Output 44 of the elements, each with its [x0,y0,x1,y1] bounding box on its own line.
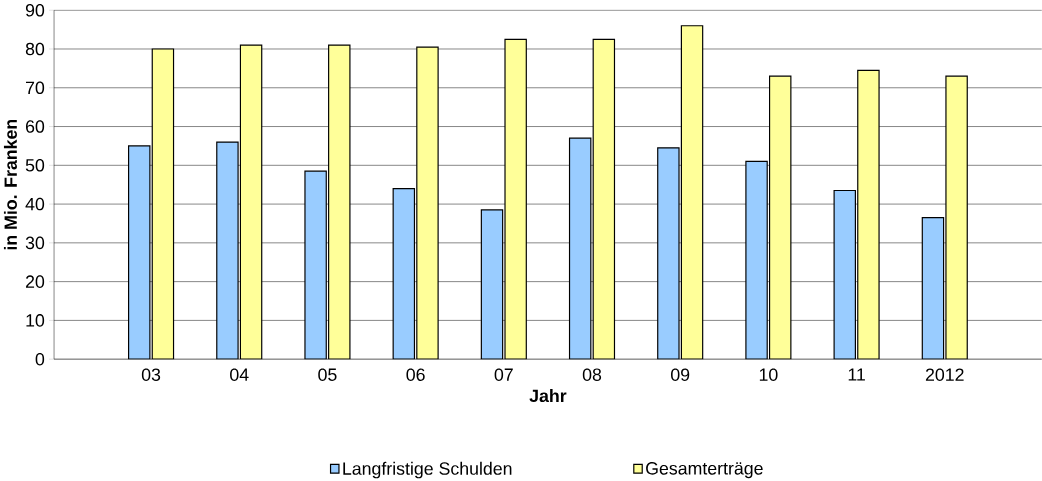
bar [568,137,592,360]
bar [328,44,351,360]
bar [945,75,968,360]
y-tick-label: 90 [25,3,45,17]
x-tick-label: 2012 [925,368,964,381]
y-axis-title: in Mio. Franken [3,119,17,250]
bar [151,48,175,360]
x-tick-label: 09 [671,368,690,381]
x-tick-label: 05 [318,368,337,381]
y-tick-label: 60 [26,120,45,133]
legend-label: Langfristige Schulden [343,461,512,479]
bar [504,38,527,360]
bar [745,160,768,360]
bar [680,25,704,360]
bar [921,216,945,360]
bar [857,69,880,360]
y-tick-label: 40 [25,197,45,211]
bar [304,170,327,360]
y-tick-label: 20 [25,275,45,288]
y-tick-label: 80 [25,42,45,56]
legend-label: Gesamterträge [646,461,763,479]
x-tick-label: 06 [406,368,425,381]
bar [768,75,792,360]
y-tick-label: 50 [25,158,45,172]
bar [833,189,856,360]
bar [128,145,151,360]
x-tick-label: 07 [494,368,513,381]
x-tick-label: 08 [582,368,602,381]
y-tick-label: 30 [25,236,45,250]
x-tick-label: 10 [759,368,778,381]
bar [416,46,439,360]
bar [216,141,239,360]
bar [392,187,416,360]
y-tick-label: 70 [26,81,45,94]
bar [239,44,263,360]
y-tick-label: 10 [26,314,45,327]
bar [480,209,504,360]
x-axis-title: Jahr [529,388,567,403]
x-tick-label: 04 [230,368,249,381]
bar [592,38,616,360]
x-tick-label: 11 [848,368,865,381]
y-tick-label: 0 [35,352,45,366]
x-tick-label: 03 [141,368,161,381]
bar [657,147,680,360]
